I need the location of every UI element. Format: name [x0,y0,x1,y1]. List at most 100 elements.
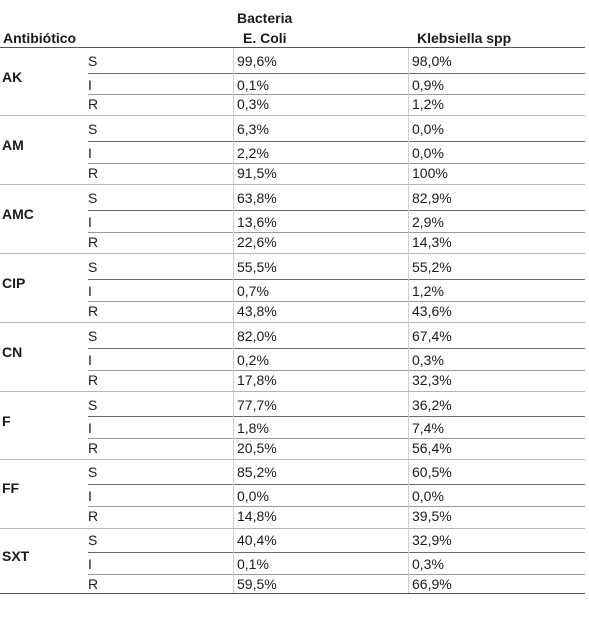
category-label: I [88,352,92,368]
category-label: S [88,121,98,137]
column-divider [233,460,234,528]
klebsiella-value: 67,4% [412,328,452,344]
ecoli-value: 0,0% [237,488,269,504]
row-divider [88,552,585,553]
row-divider [88,141,585,142]
column-divider [408,392,409,459]
column-divider [408,529,409,593]
column-divider [233,48,234,115]
column-divider [233,185,234,253]
klebsiella-value: 0,9% [412,77,444,93]
category-label: I [88,214,92,230]
category-label: I [88,77,92,93]
bacteria-header: Bacteria [237,10,293,26]
group-divider [0,322,585,323]
category-label: I [88,283,92,299]
row-divider [88,438,585,439]
antibiotic-name: AK [2,69,23,85]
ecoli-value: 22,6% [237,234,277,250]
row-divider [88,163,585,164]
ecoli-value: 55,5% [237,259,277,275]
ecoli-value: 2,2% [237,145,269,161]
category-label: S [88,53,98,69]
column-divider [233,116,234,184]
category-label: S [88,397,98,413]
klebsiella-value: 0,3% [412,556,444,572]
klebsiella-value: 7,4% [412,420,444,436]
category-label: S [88,328,98,344]
category-label: R [88,165,99,181]
category-label: R [88,234,99,250]
column-divider [408,116,409,184]
klebsiella-value: 100% [412,165,448,181]
category-label: S [88,190,98,206]
column-divider [233,323,234,391]
column-divider [233,392,234,459]
ecoli-value: 77,7% [237,397,277,413]
klebsiella-value: 56,4% [412,440,452,456]
ecoli-value: 17,8% [237,372,277,388]
klebsiella-value: 82,9% [412,190,452,206]
ecoli-value: 85,2% [237,464,277,480]
ecoli-value: 43,8% [237,303,277,319]
ecoli-value: 6,3% [237,121,269,137]
klebsiella-value: 0,3% [412,352,444,368]
row-divider [88,506,585,507]
category-label: R [88,508,99,524]
klebsiella-value: 0,0% [412,145,444,161]
category-label: I [88,488,92,504]
antibiotic-name: SXT [2,548,30,564]
group-divider [0,115,585,116]
column-divider [408,185,409,253]
ecoli-value: 63,8% [237,190,277,206]
column-divider [408,323,409,391]
column-divider [233,529,234,593]
ecoli-value: 0,2% [237,352,269,368]
ecoli-value: 1,8% [237,420,269,436]
ecoli-value: 91,5% [237,165,277,181]
klebsiella-value: 32,9% [412,532,452,548]
category-label: S [88,464,98,480]
row-divider [88,232,585,233]
klebsiella-value: 1,2% [412,96,444,112]
ecoli-value: 14,8% [237,508,277,524]
klebsiella-value: 14,3% [412,234,452,250]
ecoli-value: 0,1% [237,77,269,93]
klebsiella-value: 1,2% [412,283,444,299]
klebsiella-value: 43,6% [412,303,452,319]
klebsiella-value: 60,5% [412,464,452,480]
ecoli-value: 0,1% [237,556,269,572]
ecoli-value: 82,0% [237,328,277,344]
column-divider [233,254,234,322]
klebsiella-value: 55,2% [412,259,452,275]
row-divider [88,348,585,349]
row-divider [88,301,585,302]
ecoli-value: 0,7% [237,283,269,299]
ecoli-value: 59,5% [237,576,277,592]
category-label: I [88,556,92,572]
group-divider [0,253,585,254]
category-label: S [88,532,98,548]
antibiotic-name: AMC [2,206,34,222]
klebsiella-value: 0,0% [412,488,444,504]
category-label: I [88,145,92,161]
row-divider [88,484,585,485]
ecoli-value: 99,6% [237,53,277,69]
klebsiella-value: 0,0% [412,121,444,137]
column-divider [408,48,409,115]
antibiotic-header: Antibiótico [3,30,77,46]
row-divider [88,73,585,74]
klebsiella-header: Klebsiella spp [417,30,512,46]
row-divider [88,574,585,575]
ecoli-value: 0,3% [237,96,269,112]
group-divider [0,184,585,185]
klebsiella-value: 2,9% [412,214,444,230]
ecoli-value: 13,6% [237,214,277,230]
group-divider [0,528,585,529]
antibiotic-name: F [2,413,11,429]
klebsiella-value: 36,2% [412,397,452,413]
group-divider [0,459,585,460]
category-label: S [88,259,98,275]
row-divider [88,94,585,95]
klebsiella-value: 66,9% [412,576,452,592]
